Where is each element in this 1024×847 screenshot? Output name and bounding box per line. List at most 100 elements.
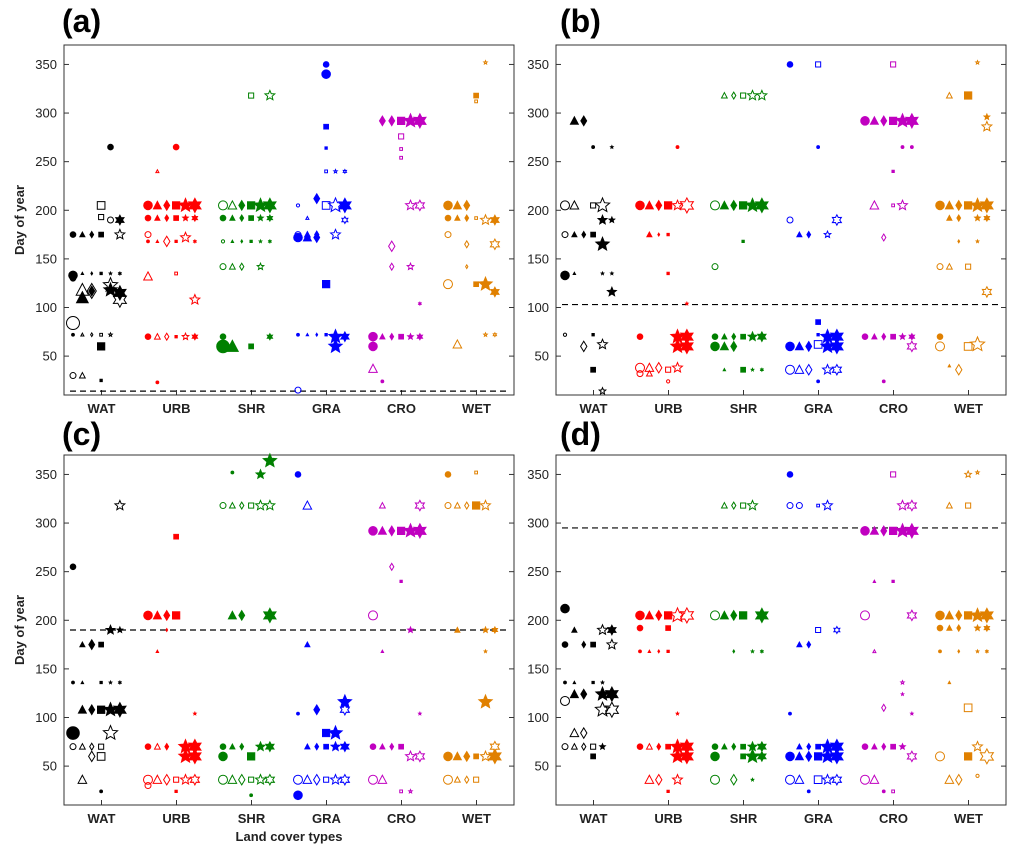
data-point <box>908 332 916 341</box>
data-point <box>314 742 320 751</box>
data-point <box>590 202 597 209</box>
data-point <box>296 711 300 716</box>
y-tick-label: 300 <box>527 106 549 121</box>
data-point <box>666 271 670 276</box>
data-point <box>143 610 153 621</box>
data-point <box>947 363 952 368</box>
data-point <box>973 213 982 222</box>
y-tick-label: 100 <box>35 710 57 725</box>
data-point <box>679 338 694 355</box>
data-point <box>256 213 265 222</box>
data-point <box>805 340 813 353</box>
data-point <box>479 499 492 511</box>
data-point <box>473 776 480 783</box>
data-point <box>580 340 588 353</box>
data-point <box>380 379 385 384</box>
data-point <box>896 499 909 511</box>
data-point <box>98 214 105 221</box>
data-point <box>304 743 311 750</box>
data-point <box>464 501 470 510</box>
data-point <box>324 333 328 337</box>
data-point <box>666 649 670 654</box>
data-point <box>294 471 302 478</box>
data-point <box>481 625 490 634</box>
data-point <box>482 59 489 66</box>
data-point <box>796 230 803 238</box>
data-point <box>293 232 303 243</box>
data-point <box>898 332 907 341</box>
data-point <box>379 333 386 340</box>
data-point <box>239 214 245 223</box>
data-point <box>896 198 909 211</box>
data-point <box>90 271 94 276</box>
data-point <box>956 214 962 223</box>
x-category-label: URB <box>162 401 190 416</box>
data-point <box>754 607 769 624</box>
data-point <box>831 213 843 227</box>
data-point <box>731 742 737 751</box>
data-point <box>881 789 886 794</box>
data-point <box>740 366 746 373</box>
data-point <box>266 213 274 223</box>
data-point <box>339 703 351 716</box>
data-point <box>164 332 170 342</box>
x-category-label: URB <box>654 811 682 826</box>
data-point <box>955 363 963 376</box>
data-point <box>562 332 568 337</box>
data-point <box>407 788 414 794</box>
data-point <box>860 526 870 536</box>
data-point <box>746 330 759 342</box>
data-point <box>891 169 895 174</box>
data-point <box>904 112 919 129</box>
data-point <box>881 332 887 341</box>
data-point <box>869 199 880 210</box>
data-point <box>730 199 738 212</box>
data-point <box>675 710 680 716</box>
data-point <box>665 366 672 373</box>
data-point <box>590 231 596 238</box>
data-point <box>417 301 423 307</box>
data-point <box>71 680 75 685</box>
data-point <box>152 610 163 620</box>
data-point <box>971 740 984 752</box>
data-point <box>945 91 954 99</box>
data-point <box>906 340 918 353</box>
data-point <box>636 333 644 340</box>
data-point <box>388 115 396 127</box>
data-point <box>740 743 746 750</box>
data-point <box>600 270 605 276</box>
data-point <box>666 379 671 384</box>
data-point <box>294 386 302 394</box>
data-point <box>664 611 673 620</box>
data-point <box>604 701 620 719</box>
data-point <box>187 748 202 765</box>
data-point <box>655 773 663 786</box>
data-point <box>813 340 823 349</box>
data-point <box>964 752 973 761</box>
data-point <box>191 213 199 223</box>
data-point <box>754 197 769 214</box>
data-point <box>329 228 342 240</box>
data-point <box>249 239 253 244</box>
data-point <box>227 774 238 784</box>
data-point <box>323 123 329 130</box>
data-point <box>107 143 114 151</box>
data-point <box>399 579 403 584</box>
data-point <box>816 333 820 337</box>
data-point <box>722 367 727 372</box>
data-point <box>891 203 895 208</box>
data-point <box>591 680 595 685</box>
data-point <box>666 789 670 794</box>
data-point <box>947 680 952 685</box>
data-point <box>80 271 85 276</box>
data-point <box>832 625 841 635</box>
data-point <box>720 501 729 509</box>
data-point <box>935 610 945 621</box>
data-point <box>721 743 728 750</box>
data-point <box>443 200 453 211</box>
data-point <box>900 145 905 149</box>
data-point <box>710 610 720 621</box>
data-point <box>155 168 160 174</box>
data-point <box>710 341 720 352</box>
data-point <box>263 89 277 101</box>
